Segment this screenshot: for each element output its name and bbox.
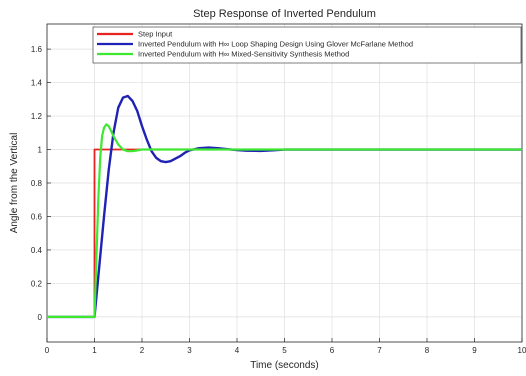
- legend-box: [92, 26, 522, 64]
- series-layer: [47, 94, 522, 319]
- y-tick-label: 1.4: [31, 79, 43, 88]
- chart-title: Step Response of Inverted Pendulum: [193, 8, 376, 20]
- x-tick-label: 9: [472, 346, 477, 355]
- x-tick-label: 1: [92, 346, 97, 355]
- y-tick-label: 0.6: [31, 212, 43, 221]
- x-tick-label: 8: [425, 346, 430, 355]
- legend-entry: Inverted Pendulum with H∞ Mixed-Sensitiv…: [138, 50, 349, 59]
- x-tick-label: 6: [330, 346, 335, 355]
- legend-entry: Inverted Pendulum with H∞ Loop Shaping D…: [138, 40, 413, 49]
- y-axis-label: Angle from the Vertical: [9, 133, 20, 234]
- x-tick-label: 7: [377, 346, 382, 355]
- y-tick-label: 0.4: [31, 246, 43, 255]
- x-tick-label: 0: [45, 346, 50, 355]
- y-tick-label: 1.6: [31, 45, 43, 54]
- x-tick-label: 3: [187, 346, 192, 355]
- x-tick-label: 10: [518, 346, 526, 355]
- y-tick-label: 0.8: [31, 179, 43, 188]
- x-tick-label: 2: [140, 346, 145, 355]
- legend-entry: Step Input: [138, 30, 173, 39]
- y-tick-label: 1.2: [31, 112, 43, 121]
- y-tick-label: 0: [38, 313, 43, 322]
- y-axis: 0 0.2 0.4 0.6 0.8 1 1.2 1.4 1.6: [31, 45, 51, 322]
- x-tick-label: 4: [235, 346, 240, 355]
- y-tick-label: 1: [38, 146, 43, 155]
- y-tick-label: 0.2: [31, 279, 43, 288]
- mixed-sensitivity-line: [47, 123, 522, 318]
- grid: [46, 24, 523, 342]
- x-axis-label: Time (seconds): [250, 360, 319, 371]
- x-axis: 0 1 2 3 4 5 6 7 8 9 10: [45, 338, 526, 355]
- x-tick-label: 5: [282, 346, 287, 355]
